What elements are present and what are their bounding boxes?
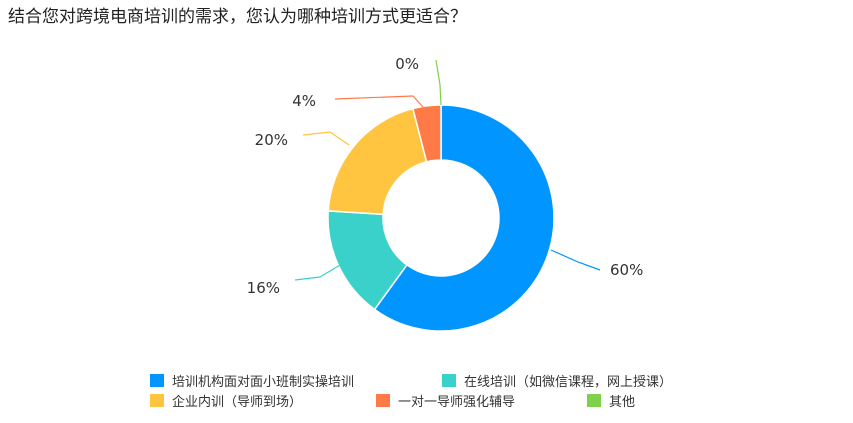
- legend-swatch-2: [150, 393, 164, 407]
- data-label-2: 20%: [255, 131, 288, 149]
- donut-slices: [327, 104, 555, 332]
- legend-item-0[interactable]: 培训机构面对面小班制实操培训: [150, 371, 442, 390]
- legend-label-0: 培训机构面对面小班制实操培训: [172, 374, 355, 390]
- donut-slice-0[interactable]: [373, 104, 555, 332]
- leader-line-2: [302, 131, 350, 146]
- data-label-3: 4%: [292, 92, 316, 110]
- data-labels: 60% 16% 20% 4% 0%: [247, 55, 644, 297]
- leader-line-0: [550, 249, 601, 271]
- legend-swatch-4: [587, 393, 601, 407]
- legend-label-3: 一对一导师强化辅导: [398, 394, 516, 410]
- legend-label-4: 其他: [609, 394, 636, 410]
- data-label-0: 60%: [610, 261, 643, 279]
- legend-swatch-1: [442, 373, 456, 387]
- data-label-1: 16%: [247, 279, 280, 297]
- legend-item-2[interactable]: 企业内训（导师到场）: [150, 391, 376, 410]
- legend-label-2: 企业内训（导师到场）: [172, 394, 303, 410]
- leader-line-1: [294, 261, 346, 281]
- donut-chart: 60% 16% 20% 4% 0%: [247, 55, 644, 332]
- leader-line-4: [435, 59, 442, 106]
- legend-item-4[interactable]: 其他: [587, 391, 635, 410]
- legend-item-3[interactable]: 一对一导师强化辅导: [376, 391, 587, 410]
- chart-legend: 培训机构面对面小班制实操培训 在线培训（如微信课程，网上授课） 企业内训（导师到…: [150, 370, 672, 410]
- leader-line-3: [334, 95, 424, 108]
- legend-swatch-0: [150, 373, 164, 387]
- legend-label-1: 在线培训（如微信课程，网上授课）: [464, 374, 673, 390]
- legend-swatch-3: [376, 393, 390, 407]
- question-title: 结合您对跨境电商培训的需求，您认为哪种培训方式更适合？: [8, 7, 467, 27]
- data-label-4: 0%: [395, 55, 419, 73]
- leader-lines: [294, 59, 601, 281]
- legend-item-1[interactable]: 在线培训（如微信课程，网上授课）: [442, 371, 672, 390]
- donut-slice-2[interactable]: [327, 107, 428, 216]
